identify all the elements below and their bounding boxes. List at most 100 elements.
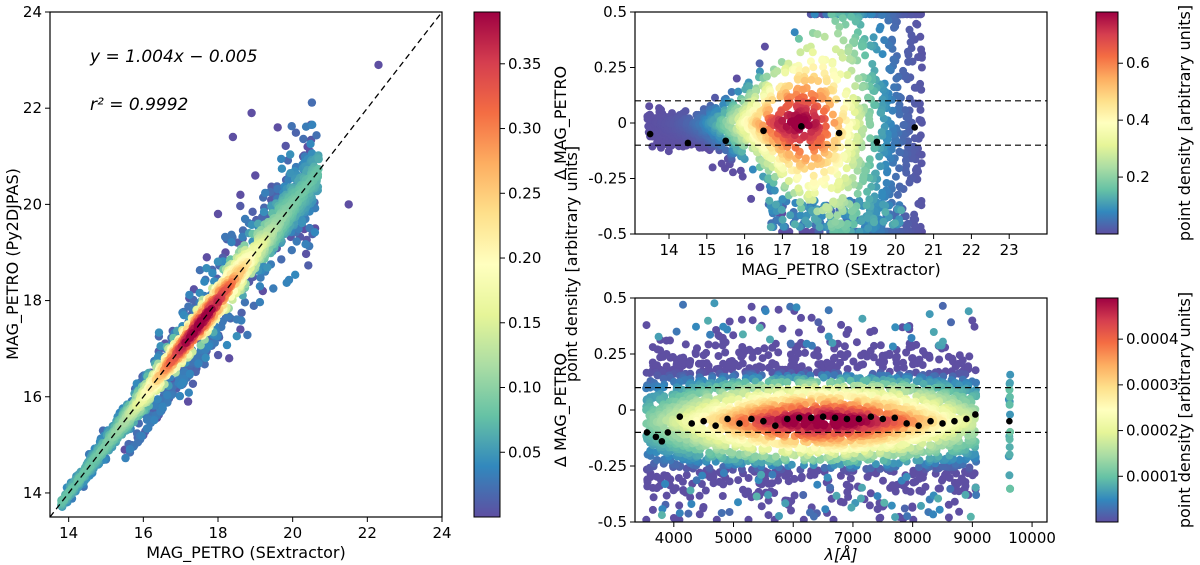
scatter-point — [675, 515, 684, 522]
scatter-point — [819, 63, 828, 72]
scatter-point — [163, 390, 172, 400]
scatter-point — [675, 501, 684, 510]
scatter-point — [747, 194, 756, 203]
scatter-point — [251, 171, 260, 180]
scatter-point — [857, 217, 866, 226]
scatter-point — [314, 154, 323, 164]
scatter-point — [825, 211, 834, 220]
scatter-point — [883, 168, 891, 177]
left-x-axis-label: MAG_PETRO (SExtractor) — [146, 543, 346, 563]
y-tick-label: -0.25 — [588, 170, 627, 188]
scatter-point — [912, 377, 921, 386]
scatter-point — [755, 183, 764, 192]
scatter-point — [719, 322, 728, 331]
scatter-point — [892, 74, 901, 83]
scatter-point — [764, 351, 773, 360]
scatter-point — [222, 340, 232, 350]
scatter-point — [817, 325, 826, 334]
left-colorbar-label: point density [arbitrary units] — [562, 146, 581, 382]
scatter-point — [841, 20, 850, 29]
scatter-point — [890, 23, 898, 32]
scatter-point — [754, 347, 762, 355]
scatter-point — [912, 340, 921, 349]
scatter-point — [150, 416, 159, 425]
y-tick-label: 18 — [23, 292, 42, 310]
median-marker — [684, 139, 692, 147]
scatter-point — [137, 431, 146, 441]
scatter-point — [870, 326, 879, 335]
scatter-point — [844, 326, 853, 334]
scatter-point — [836, 358, 845, 367]
scatter-point — [853, 166, 862, 175]
scatter-point — [263, 263, 272, 272]
scatter-point — [287, 122, 296, 131]
scatter-point — [875, 152, 884, 161]
x-tick-label: 18 — [811, 241, 830, 259]
scatter-point — [824, 332, 833, 341]
x-tick-label: 23 — [1000, 241, 1019, 259]
scatter-point — [909, 215, 918, 224]
scatter-point — [778, 215, 787, 224]
scatter-point — [851, 82, 860, 91]
scatter-point — [184, 388, 193, 397]
y-tick-label: 22 — [23, 99, 42, 117]
scatter-point — [764, 511, 773, 520]
scatter-point — [687, 500, 696, 508]
scatter-point — [312, 131, 321, 140]
scatter-point — [857, 42, 866, 51]
scatter-point — [1005, 471, 1014, 480]
scatter-point — [958, 356, 967, 365]
scatter-point — [944, 513, 953, 522]
scatter-point — [938, 301, 947, 310]
scatter-point — [675, 509, 684, 518]
scatter-point — [915, 463, 923, 472]
scatter-point — [879, 217, 888, 226]
scatter-point — [757, 458, 766, 467]
scatter-point — [760, 344, 769, 353]
scatter-point — [642, 515, 651, 522]
scatter-point — [796, 211, 805, 220]
scatter-point — [897, 206, 906, 215]
colorbar-tick-label: 0.05 — [508, 443, 541, 461]
scatter-point — [236, 325, 245, 334]
scatter-point — [871, 460, 880, 469]
scatter-point — [301, 249, 311, 259]
colorbar-tick-label: 0.6 — [1126, 54, 1150, 72]
scatter-point — [755, 59, 764, 68]
scatter-point — [704, 316, 712, 325]
scatter-point — [904, 57, 913, 66]
scatter-point — [855, 227, 864, 234]
colorbar-tick-label: 0.2 — [1126, 168, 1150, 186]
scatter-point — [240, 298, 250, 307]
scatter-point — [783, 378, 792, 387]
scatter-point — [286, 169, 295, 178]
scatter-point — [885, 349, 894, 358]
scatter-point — [889, 459, 898, 468]
scatter-point — [839, 498, 848, 507]
top-right-colorbar-gradient — [1095, 11, 1119, 235]
scatter-point — [955, 507, 964, 516]
scatter-point — [761, 307, 770, 316]
scatter-point — [846, 474, 855, 483]
scatter-point — [794, 184, 803, 193]
scatter-point — [794, 34, 803, 43]
scatter-point — [232, 332, 241, 341]
scatter-point — [806, 508, 814, 517]
scatter-point — [1005, 435, 1014, 444]
scatter-point — [955, 455, 964, 464]
scatter-point — [796, 198, 805, 207]
scatter-point — [790, 28, 799, 37]
scatter-point — [778, 116, 787, 125]
scatter-point — [666, 475, 675, 484]
scatter-point — [912, 19, 921, 28]
colorbar-tick-label: 0.35 — [508, 55, 541, 73]
scatter-point — [843, 71, 852, 79]
scatter-point — [876, 341, 885, 350]
scatter-point — [906, 12, 915, 19]
scatter-point — [794, 75, 802, 84]
scatter-point — [794, 349, 803, 358]
x-tick-label: 16 — [134, 524, 153, 542]
scatter-point — [830, 371, 839, 380]
scatter-point — [744, 515, 753, 522]
